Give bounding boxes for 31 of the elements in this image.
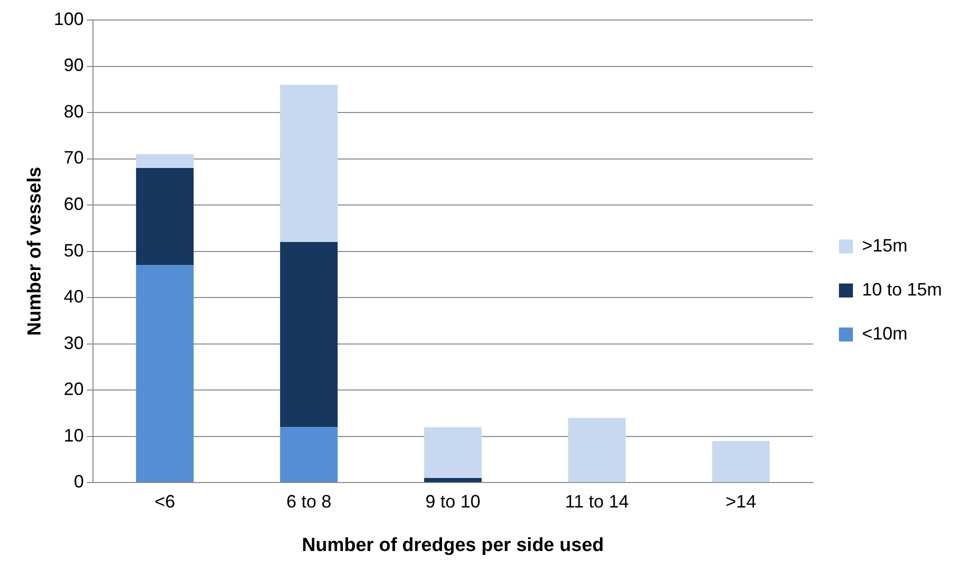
y-tick-label: 90	[64, 55, 84, 76]
x-tick-label: >14	[726, 491, 756, 512]
bar	[424, 427, 482, 478]
x-tick-label: 11 to 14	[565, 491, 629, 512]
y-tick-label: 80	[64, 101, 84, 122]
legend-label: 10 to 15m	[862, 279, 942, 300]
y-tick-label: 30	[64, 332, 84, 353]
y-tick-label: 50	[64, 240, 84, 260]
y-tick-label: 60	[64, 194, 84, 214]
bar	[712, 440, 770, 482]
x-axis-title: Number of dredges per side used	[302, 534, 604, 556]
bar	[280, 242, 338, 428]
y-tick-label: 100	[54, 8, 84, 29]
y-tick-label: 20	[64, 379, 84, 400]
bar	[280, 84, 338, 242]
y-axis-title: Number of vessels	[24, 166, 46, 336]
bar	[136, 154, 194, 168]
bar	[136, 265, 194, 482]
legend-label: >15m	[862, 235, 908, 256]
x-tick-label: <6	[154, 491, 176, 512]
bar	[568, 418, 626, 482]
bar	[136, 168, 194, 266]
bar	[424, 478, 482, 482]
y-tick-label: 0	[74, 472, 84, 492]
x-tick-label: 6 to 8	[286, 491, 332, 512]
legend-label: <10m	[862, 323, 908, 344]
y-tick-label: 70	[64, 148, 84, 168]
y-tick-label: 10	[64, 425, 84, 446]
bar	[280, 427, 338, 482]
y-tick-label: 40	[64, 286, 84, 307]
x-tick-label: 9 to 10	[425, 491, 480, 512]
